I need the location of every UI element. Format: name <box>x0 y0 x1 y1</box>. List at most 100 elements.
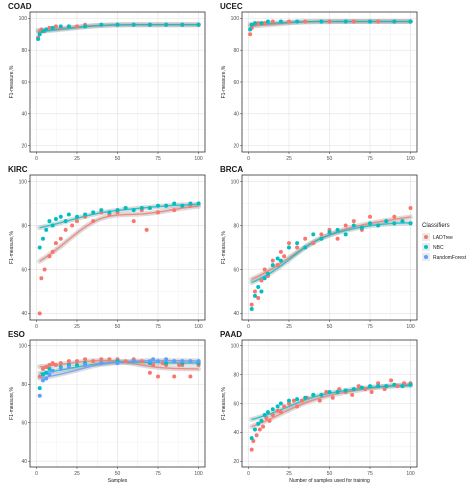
point-nbc <box>47 366 52 371</box>
point-nbc <box>40 29 45 34</box>
point-nbc <box>303 245 308 250</box>
point-nbc <box>47 219 52 224</box>
point-nbc <box>147 22 152 27</box>
point-ladtree <box>335 236 340 241</box>
point-ladtree <box>50 361 55 366</box>
point-ladtree <box>275 263 280 268</box>
point-nbc <box>248 27 253 32</box>
point-nbc <box>270 407 275 412</box>
tick-label-y: 80 <box>21 223 27 229</box>
point-randomforest <box>37 393 42 398</box>
tick-label-x: 0 <box>35 156 38 162</box>
point-ladtree <box>47 363 52 368</box>
point-nbc <box>115 22 120 27</box>
point-ladtree <box>256 296 261 301</box>
point-nbc <box>278 19 283 24</box>
point-nbc <box>265 271 270 276</box>
point-nbc <box>265 410 270 415</box>
point-nbc <box>265 19 270 24</box>
tick-label-x: 25 <box>286 324 292 330</box>
point-randomforest <box>83 363 88 368</box>
trend-line <box>251 222 411 284</box>
point-ladtree <box>311 241 316 246</box>
point-ladtree <box>376 19 381 24</box>
tick-label-y: 40 <box>21 112 27 118</box>
tick-label-y: 60 <box>21 267 27 273</box>
point-randomforest <box>50 368 55 373</box>
point-ladtree <box>262 267 267 272</box>
point-nbc <box>278 258 283 263</box>
point-nbc <box>275 256 280 261</box>
point-ladtree <box>317 398 322 403</box>
point-nbc <box>74 214 79 219</box>
point-nbc <box>99 208 104 213</box>
point-ladtree <box>291 398 296 403</box>
point-nbc <box>188 201 193 206</box>
tick-label-x: 100 <box>194 156 203 162</box>
point-nbc <box>115 208 120 213</box>
y-axis-label: F1-measure,% <box>9 387 15 420</box>
legend-label: LADTree <box>433 235 453 241</box>
point-ladtree <box>262 21 267 26</box>
point-ladtree <box>144 227 149 232</box>
point-nbc <box>259 21 264 26</box>
point-nbc <box>311 232 316 237</box>
point-nbc <box>37 386 42 391</box>
panel-title: BRCA <box>220 165 243 174</box>
tick-label-y: 80 <box>21 48 27 54</box>
point-nbc <box>147 205 152 210</box>
tick-label-y: 80 <box>21 382 27 388</box>
point-nbc <box>400 384 405 389</box>
point-ladtree <box>74 24 79 29</box>
point-nbc <box>278 401 283 406</box>
tick-label-y: 40 <box>233 430 239 436</box>
point-nbc <box>270 263 275 268</box>
point-nbc <box>50 25 55 30</box>
point-nbc <box>295 19 300 24</box>
point-nbc <box>249 307 254 312</box>
point-randomforest <box>147 359 152 364</box>
point-ladtree <box>286 19 291 24</box>
tick-label-x: 75 <box>155 471 161 477</box>
point-ladtree <box>319 232 324 237</box>
point-randomforest <box>151 357 156 362</box>
point-nbc <box>36 37 41 42</box>
tick-label-x: 100 <box>406 324 415 330</box>
legend-label: RandomForest <box>433 255 467 261</box>
tick-label-y: 20 <box>233 459 239 465</box>
point-ladtree <box>259 278 264 283</box>
tick-label-x: 25 <box>286 471 292 477</box>
point-nbc <box>252 427 257 432</box>
point-nbc <box>172 201 177 206</box>
point-nbc <box>83 24 88 29</box>
point-ladtree <box>408 205 413 210</box>
point-ladtree <box>40 366 45 371</box>
point-ladtree <box>343 223 348 228</box>
point-nbc <box>164 203 169 208</box>
tick-label-x: 75 <box>367 324 373 330</box>
point-ladtree <box>107 357 112 362</box>
point-nbc <box>44 27 49 32</box>
point-ladtree <box>267 418 272 423</box>
tick-label-x: 50 <box>115 324 121 330</box>
point-ladtree <box>299 398 304 403</box>
point-randomforest <box>131 359 136 364</box>
point-ladtree <box>42 267 47 272</box>
point-ladtree <box>368 214 373 219</box>
point-nbc <box>37 32 42 37</box>
point-nbc <box>259 418 264 423</box>
legend-swatch <box>424 255 428 259</box>
point-nbc <box>319 236 324 241</box>
tick-label-x: 100 <box>406 471 415 477</box>
tick-label-y: 60 <box>233 401 239 407</box>
y-axis-label: F1-measure,% <box>221 65 227 98</box>
point-ladtree <box>58 361 63 366</box>
tick-label-x: 25 <box>74 324 80 330</box>
tick-label-x: 0 <box>247 156 250 162</box>
point-ladtree <box>330 395 335 400</box>
point-nbc <box>44 227 49 232</box>
tick-label-x: 50 <box>327 471 333 477</box>
y-axis-label: F1-measure,% <box>221 231 227 264</box>
point-ladtree <box>324 389 329 394</box>
point-nbc <box>74 363 79 368</box>
